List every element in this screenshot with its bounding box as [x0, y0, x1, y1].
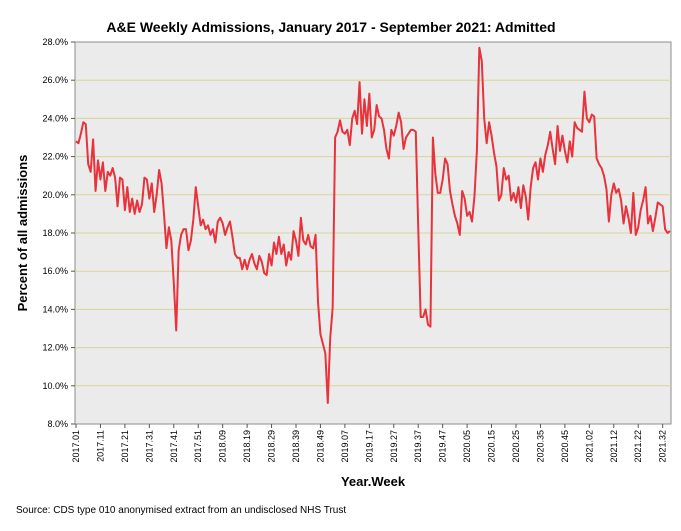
x-tick-label: 2020.05 — [462, 430, 472, 463]
series-group — [75, 46, 671, 404]
x-axis-ticks: 2017.01 2017.11 2017.21 2017.31 2017.41 2017.… — [71, 424, 668, 463]
x-tick-label: 2017.21 — [120, 430, 130, 463]
y-tick-label: 12.0% — [42, 343, 68, 353]
x-tick-label: 2019.37 — [413, 430, 423, 463]
y-tick-label: 22.0% — [42, 152, 68, 162]
y-tick-label: 10.0% — [42, 381, 68, 391]
x-tick-label: 2018.39 — [291, 430, 301, 463]
x-tick-label: 2020.35 — [535, 430, 545, 463]
x-tick-label: 2017.31 — [144, 430, 154, 463]
y-tick-label: 14.0% — [42, 304, 68, 314]
x-tick-label: 2021.32 — [658, 430, 668, 463]
x-axis-label: Year.Week — [341, 474, 406, 489]
x-tick-label: 2020.45 — [560, 430, 570, 463]
y-tick-label: 18.0% — [42, 228, 68, 238]
x-tick-label: 2018.19 — [242, 430, 252, 463]
y-tick-label: 28.0% — [42, 37, 68, 47]
x-tick-label: 2021.22 — [633, 430, 643, 463]
y-tick-label: 16.0% — [42, 266, 68, 276]
y-tick-label: 8.0% — [47, 419, 68, 429]
source-note: Source: CDS type 010 anonymised extract … — [16, 505, 346, 516]
x-tick-label: 2018.49 — [315, 430, 325, 463]
x-tick-label: 2021.02 — [584, 430, 594, 463]
y-axis-ticks: 8.0% 10.0% 12.0% 14.0% 16.0% 18.0% 20.0% 22.0% 2… — [42, 37, 75, 429]
chart-title: A&E Weekly Admissions, January 2017 - Se… — [106, 19, 555, 35]
x-tick-label: 2017.51 — [193, 430, 203, 463]
x-tick-label: 2017.11 — [95, 430, 105, 462]
x-tick-label: 2020.25 — [511, 430, 521, 463]
x-tick-label: 2017.41 — [169, 430, 179, 463]
x-tick-label: 2017.01 — [71, 430, 81, 463]
y-tick-label: 26.0% — [42, 75, 68, 85]
y-tick-label: 20.0% — [42, 190, 68, 200]
x-tick-label: 2021.12 — [609, 430, 619, 463]
y-tick-label: 24.0% — [42, 113, 68, 123]
x-tick-label: 2019.17 — [364, 430, 374, 463]
x-tick-label: 2018.29 — [267, 430, 277, 463]
x-tick-label: 2019.07 — [340, 430, 350, 463]
x-tick-label: 2018.09 — [218, 430, 228, 463]
series-line-admitted — [75, 46, 671, 404]
x-tick-label: 2019.47 — [438, 430, 448, 463]
y-axis-label: Percent of all admissions — [15, 155, 30, 312]
x-tick-label: 2020.15 — [487, 430, 497, 463]
x-tick-label: 2019.27 — [389, 430, 399, 463]
